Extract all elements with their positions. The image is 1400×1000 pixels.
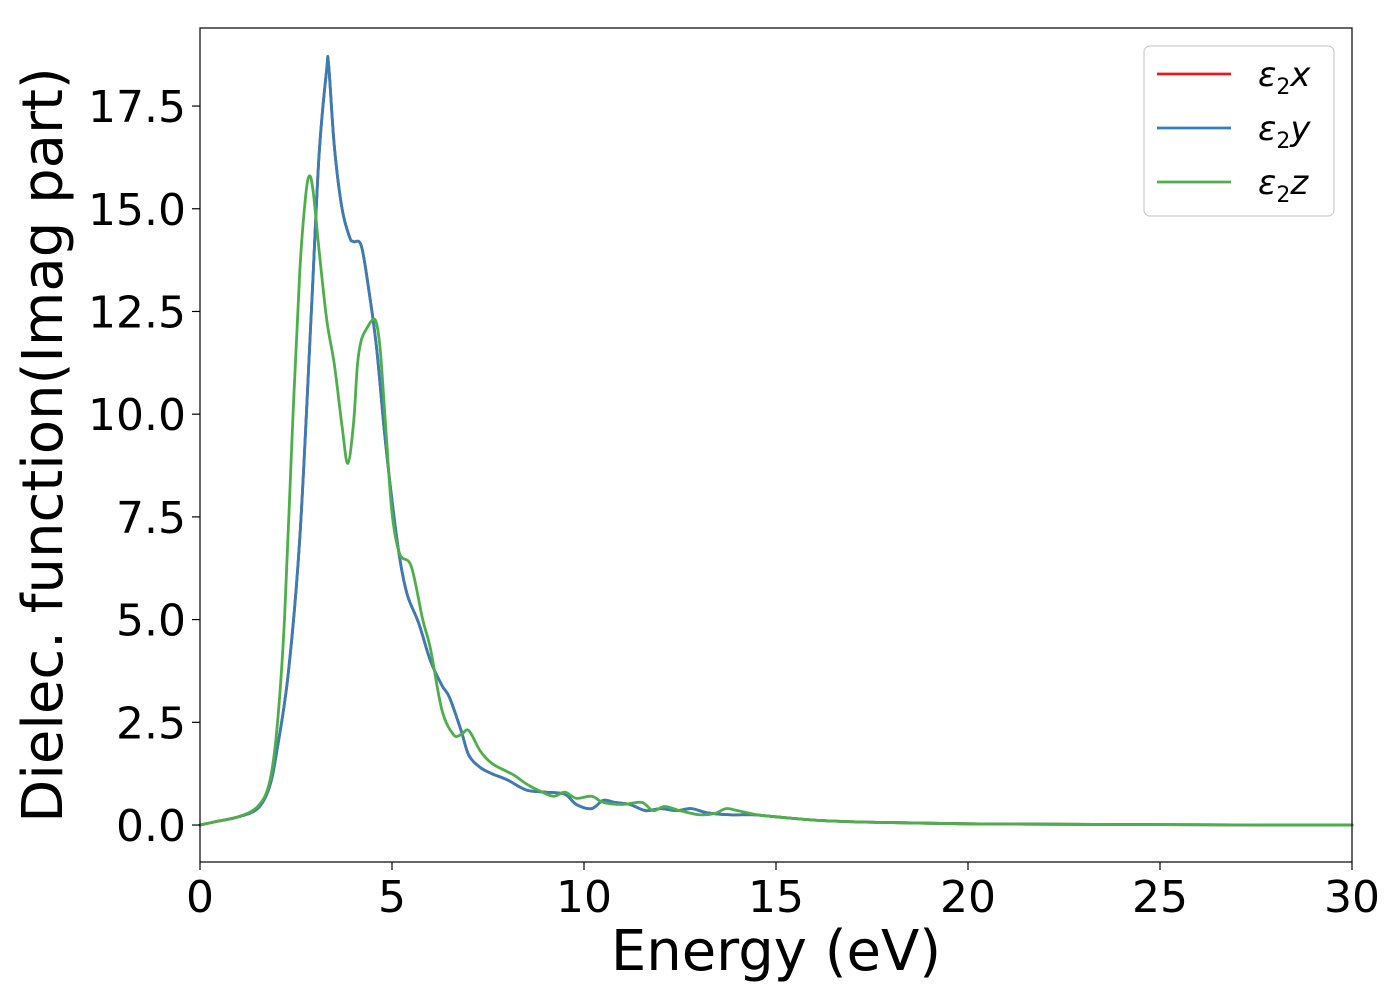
legend-box: [1143, 45, 1335, 217]
x-axis-title: Energy (eV): [611, 919, 941, 984]
x-tick-label: 30: [1324, 872, 1380, 923]
legend-label-y: ε2y: [1258, 109, 1311, 154]
y-tick-label: 15.0: [88, 185, 186, 236]
plot-lines: [198, 55, 1354, 827]
y-tick-label: 17.5: [88, 82, 186, 133]
legend-epsilon: ε: [1258, 163, 1276, 203]
legend-subscript: 2: [1276, 129, 1290, 154]
x-tick-label: 10: [556, 872, 612, 923]
y-tick-label: 5.0: [116, 596, 186, 647]
x-axis-ticks: 0 5 10 15 20 25 30: [186, 862, 1380, 923]
y-tick-label: 0.0: [116, 801, 186, 852]
series-line-z: [198, 174, 1354, 827]
y-tick-label: 12.5: [88, 287, 186, 338]
legend-label-x: ε2x: [1258, 55, 1311, 100]
y-tick-label: 10.0: [88, 390, 186, 441]
y-axis-ticks: 0.0 2.5 5.0 7.5 10.0 12.5 15.0 17.5: [88, 82, 200, 852]
legend-component: y: [1289, 109, 1311, 149]
y-axis-title: Dielec. function(Imag part): [11, 67, 76, 823]
x-tick-label: 0: [186, 872, 214, 923]
x-tick-label: 20: [940, 872, 996, 923]
x-tick-label: 15: [748, 872, 804, 923]
y-tick-label: 2.5: [116, 698, 186, 749]
legend-component: z: [1289, 163, 1309, 203]
legend-subscript: 2: [1276, 183, 1290, 208]
legend-subscript: 2: [1276, 75, 1290, 100]
legend-epsilon: ε: [1258, 55, 1276, 95]
x-tick-label: 5: [378, 872, 406, 923]
legend-component: x: [1289, 55, 1311, 95]
y-tick-label: 7.5: [116, 493, 186, 544]
x-tick-label: 25: [1132, 872, 1188, 923]
legend-epsilon: ε: [1258, 109, 1276, 149]
legend-label-z: ε2z: [1258, 163, 1309, 208]
